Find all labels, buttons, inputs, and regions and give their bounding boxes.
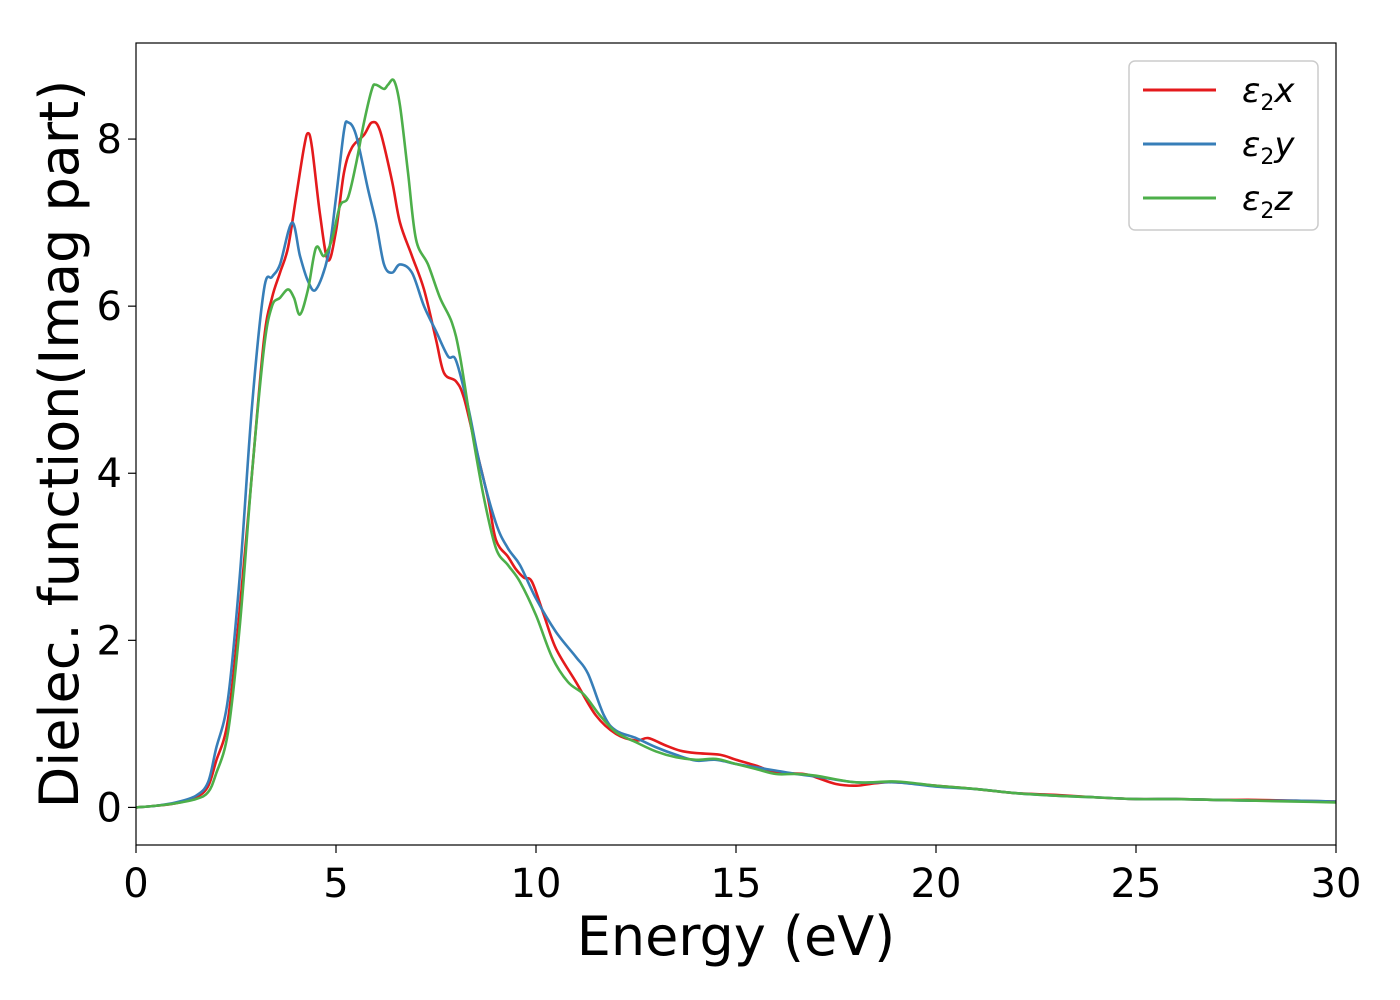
x-tick-label: 15 — [711, 861, 762, 907]
legend-label-base: ε — [1242, 125, 1260, 165]
y-tick-label: 8 — [97, 117, 122, 163]
legend-label-subscript: 2 — [1260, 145, 1274, 170]
x-axis-title: Energy (eV) — [577, 905, 896, 968]
legend-label-z: ε2z — [1242, 179, 1293, 224]
legend-label-subscript: 2 — [1260, 199, 1274, 224]
legend-label-tail: y — [1273, 125, 1295, 165]
series-line-z — [136, 78, 1336, 809]
x-tick-label: 5 — [323, 861, 348, 907]
x-tick-label: 10 — [511, 861, 562, 907]
y-tick-label: 6 — [97, 284, 122, 330]
y-tick-label: 0 — [97, 785, 122, 831]
y-axis-title: Dielec. function(Imag part) — [28, 80, 91, 809]
legend-box — [1128, 60, 1319, 231]
legend-label-base: ε — [1242, 71, 1260, 111]
y-axis-ticks: 0 2 4 6 8 — [97, 117, 136, 831]
legend-label-tail: z — [1273, 179, 1293, 219]
x-axis-ticks: 0 5 10 15 20 25 30 — [123, 845, 1361, 907]
legend-label-tail: x — [1273, 71, 1295, 111]
y-tick-label: 4 — [97, 451, 122, 497]
x-tick-label: 30 — [1311, 861, 1362, 907]
x-tick-label: 0 — [123, 861, 148, 907]
legend-label-subscript: 2 — [1260, 91, 1274, 116]
series-layer — [136, 78, 1336, 809]
x-tick-label: 25 — [1111, 861, 1162, 907]
x-tick-label: 20 — [911, 861, 962, 907]
legend-label-y: ε2y — [1242, 125, 1295, 170]
y-tick-label: 2 — [97, 618, 122, 664]
legend-label-x: ε2x — [1242, 71, 1295, 116]
legend-label-base: ε — [1242, 179, 1260, 219]
